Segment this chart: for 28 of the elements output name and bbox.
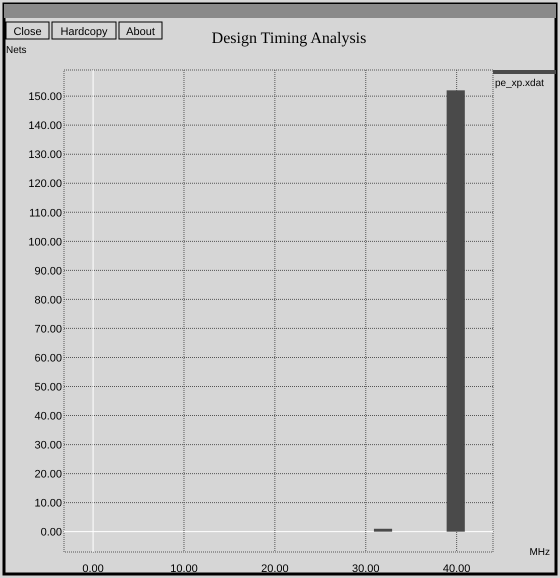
y-tick-label: 90.00 — [34, 265, 62, 278]
button: About — [118, 22, 162, 40]
y-tick-label: 110.00 — [29, 207, 62, 220]
y-tick-label: 120.00 — [28, 178, 62, 190]
y-axis-title: Nets — [6, 45, 27, 56]
y-tick-label: 40.00 — [34, 410, 62, 423]
text: pe_xp.xdat — [495, 78, 544, 89]
y-tick-label: 10.00 — [34, 498, 62, 510]
button: Hardcopy — [52, 22, 116, 40]
x-tick-label: 30.00 — [352, 563, 380, 575]
y-tick-label: 130.00 — [28, 149, 62, 162]
x-tick-label: 0.00 — [82, 563, 104, 575]
y-tick-label: 150.00 — [28, 91, 62, 104]
y-tick-label: 50.00 — [34, 381, 62, 394]
x-tick-label: 10.00 — [170, 563, 198, 575]
y-tick-label: 60.00 — [34, 352, 62, 364]
button: Close — [6, 22, 50, 40]
x-tick-label: 40.00 — [442, 563, 470, 575]
y-tick-label: 100.00 — [28, 236, 62, 248]
x-tick-label: 20.00 — [261, 563, 289, 575]
y-tick-label: 140.00 — [28, 120, 62, 132]
y-tick-label: 80.00 — [34, 294, 62, 306]
y-tick-label: 0.00 — [40, 526, 62, 539]
y-tick-label: 30.00 — [34, 440, 62, 452]
chart-title: Design Timing Analysis — [212, 30, 366, 47]
y-tick-label: 20.00 — [34, 468, 62, 481]
y-tick-label: 70.00 — [34, 323, 62, 336]
x-axis-title: MHz — [529, 547, 550, 558]
